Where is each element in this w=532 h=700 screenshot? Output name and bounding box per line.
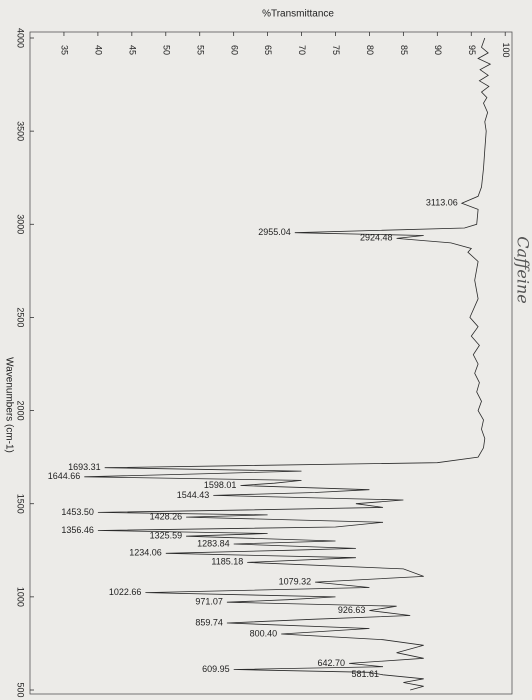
y-tick-label: 90 [433,45,443,55]
peak-label: 1598.01 [204,480,237,490]
peak-label: 581.61 [351,669,379,679]
peak-label: 3113.06 [426,198,458,208]
peak-label: 800.40 [250,628,278,638]
y-axis-title: %Transmittance [262,9,334,20]
x-tick-label: 3500 [16,121,26,141]
x-tick-label: 3000 [16,214,26,234]
x-tick-label: 500 [16,682,26,697]
y-tick-label: 65 [263,45,273,55]
peak-label: 859.74 [195,617,223,627]
x-tick-label: 2000 [16,401,26,421]
y-tick-label: 85 [399,45,409,55]
peak-label: 1544.43 [177,490,210,500]
y-tick-label: 60 [229,45,239,55]
peak-label: 926.63 [338,605,366,615]
peak-label: 1185.18 [211,557,243,567]
peak-label: 971.07 [195,597,223,607]
peak-label: 642.70 [318,658,346,668]
peak-label: 609.95 [202,664,230,674]
peak-label: 1693.31 [68,462,101,472]
peak-label: 1644.66 [48,471,81,481]
y-tick-label: 55 [195,45,205,55]
peak-label: 1022.66 [109,587,142,597]
peak-label: 2924.48 [360,233,393,243]
y-tick-label: 35 [60,45,70,55]
y-tick-label: 75 [331,45,341,55]
x-tick-label: 4000 [16,28,26,48]
y-tick-label: 50 [161,45,171,55]
handwritten-note: Caffeine [514,236,532,303]
y-tick-label: 70 [297,45,307,55]
peak-label: 2955.04 [258,227,291,237]
x-tick-label: 2500 [16,307,26,327]
x-tick-label: 1000 [16,587,26,607]
y-tick-label: 40 [94,45,104,55]
y-tick-label: 80 [365,45,375,55]
y-tick-label: 45 [127,45,137,55]
peak-label: 1234.06 [129,548,162,558]
y-tick-label: 100 [501,42,511,57]
spectrum-line [84,37,492,691]
y-tick-label: 95 [467,45,477,55]
peak-label: 1283.84 [197,538,230,548]
peak-label: 1325.59 [150,531,183,541]
x-axis-title: Wavenumbers (cm-1) [3,357,14,453]
peak-label: 1079.32 [279,576,312,586]
peak-label: 1428.26 [150,511,183,521]
peak-label: 1453.50 [61,507,94,517]
x-tick-label: 1500 [16,494,26,514]
plot-frame [29,31,513,695]
peak-label: 1356.46 [61,525,94,535]
